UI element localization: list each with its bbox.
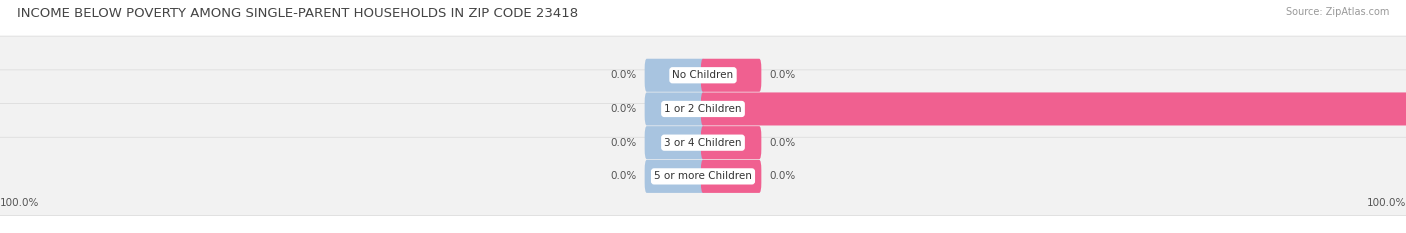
Text: 0.0%: 0.0% bbox=[610, 70, 637, 80]
Text: 1 or 2 Children: 1 or 2 Children bbox=[664, 104, 742, 114]
Text: 0.0%: 0.0% bbox=[610, 138, 637, 148]
Text: Source: ZipAtlas.com: Source: ZipAtlas.com bbox=[1285, 7, 1389, 17]
Text: 0.0%: 0.0% bbox=[610, 171, 637, 181]
Text: 100.0%: 100.0% bbox=[0, 198, 39, 208]
FancyBboxPatch shape bbox=[700, 126, 762, 159]
Text: 0.0%: 0.0% bbox=[770, 171, 796, 181]
Text: 3 or 4 Children: 3 or 4 Children bbox=[664, 138, 742, 148]
FancyBboxPatch shape bbox=[700, 59, 762, 92]
Text: 0.0%: 0.0% bbox=[770, 70, 796, 80]
Text: No Children: No Children bbox=[672, 70, 734, 80]
Text: 0.0%: 0.0% bbox=[610, 104, 637, 114]
FancyBboxPatch shape bbox=[644, 126, 706, 159]
FancyBboxPatch shape bbox=[0, 104, 1406, 182]
Text: 0.0%: 0.0% bbox=[770, 138, 796, 148]
FancyBboxPatch shape bbox=[700, 160, 762, 193]
Text: INCOME BELOW POVERTY AMONG SINGLE-PARENT HOUSEHOLDS IN ZIP CODE 23418: INCOME BELOW POVERTY AMONG SINGLE-PARENT… bbox=[17, 7, 578, 20]
FancyBboxPatch shape bbox=[700, 93, 1406, 126]
Text: 100.0%: 100.0% bbox=[1367, 198, 1406, 208]
FancyBboxPatch shape bbox=[0, 70, 1406, 148]
FancyBboxPatch shape bbox=[644, 93, 706, 126]
FancyBboxPatch shape bbox=[0, 36, 1406, 114]
FancyBboxPatch shape bbox=[0, 137, 1406, 216]
FancyBboxPatch shape bbox=[644, 59, 706, 92]
Text: 5 or more Children: 5 or more Children bbox=[654, 171, 752, 181]
FancyBboxPatch shape bbox=[644, 160, 706, 193]
